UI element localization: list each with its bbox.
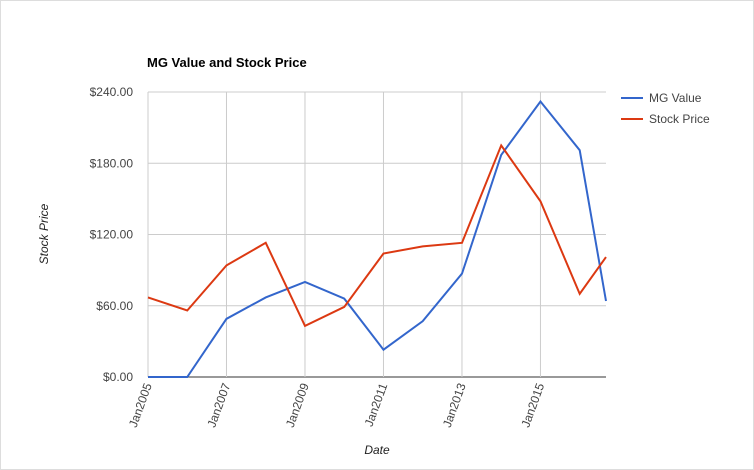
- x-axis-title: Date: [364, 443, 390, 457]
- y-tick-label: $120.00: [90, 228, 134, 242]
- y-tick-label: $0.00: [103, 370, 133, 384]
- legend-label: Stock Price: [649, 112, 710, 126]
- y-tick-label: $240.00: [90, 85, 134, 99]
- y-tick-label: $180.00: [90, 156, 134, 170]
- y-axis-title: Stock Price: [37, 203, 51, 264]
- y-tick-label: $60.00: [96, 299, 133, 313]
- chart-title: MG Value and Stock Price: [147, 55, 307, 70]
- legend-label: MG Value: [649, 91, 702, 105]
- series-line: [148, 99, 607, 378]
- series-line: [147, 143, 607, 328]
